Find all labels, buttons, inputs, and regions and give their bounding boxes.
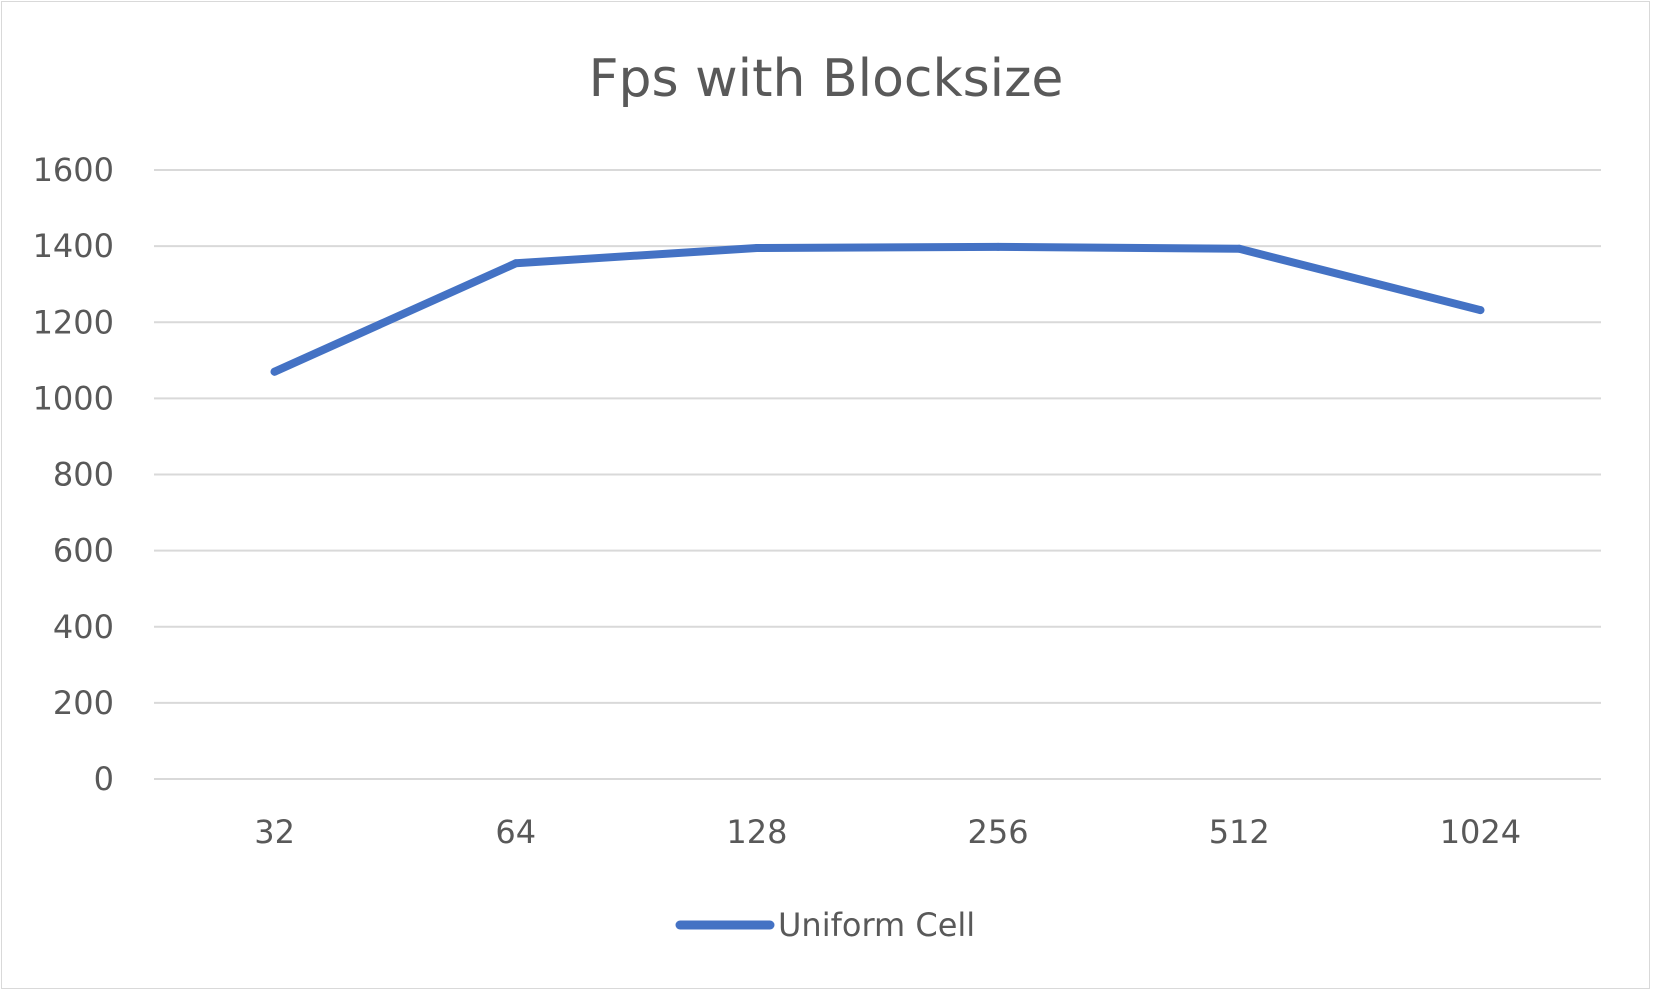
y-tick-label: 200 bbox=[53, 684, 114, 722]
y-tick-label: 1400 bbox=[33, 227, 114, 265]
x-tick-label: 32 bbox=[254, 813, 295, 851]
data-point bbox=[511, 259, 520, 268]
y-tick-label: 0 bbox=[94, 760, 114, 798]
y-tick-label: 1200 bbox=[33, 303, 114, 341]
y-tick-label: 1000 bbox=[33, 379, 114, 417]
chart-title: Fps with Blocksize bbox=[589, 49, 1064, 109]
x-tick-label: 128 bbox=[726, 813, 787, 851]
legend-label-uniform-cell: Uniform Cell bbox=[778, 906, 975, 944]
gridlines bbox=[154, 169, 1601, 780]
data-point bbox=[270, 367, 279, 376]
x-axis-ticks: 32 64 128 256 512 1024 bbox=[254, 813, 1521, 851]
y-axis-ticks: 0 200 400 600 800 1000 1200 1400 1600 bbox=[33, 151, 114, 798]
y-tick-label: 600 bbox=[53, 532, 114, 570]
x-tick-label: 512 bbox=[1209, 813, 1270, 851]
data-point bbox=[752, 244, 761, 253]
y-tick-label: 800 bbox=[53, 456, 114, 494]
series-layer bbox=[270, 242, 1485, 376]
y-tick-label: 400 bbox=[53, 608, 114, 646]
x-tick-label: 1024 bbox=[1440, 813, 1521, 851]
x-tick-label: 256 bbox=[968, 813, 1029, 851]
legend: Uniform Cell bbox=[675, 906, 975, 944]
x-tick-label: 64 bbox=[495, 813, 536, 851]
y-tick-label: 1600 bbox=[33, 151, 114, 189]
series-line-uniform-cell bbox=[270, 242, 1485, 376]
data-point bbox=[1476, 306, 1485, 315]
data-point bbox=[1235, 244, 1244, 253]
data-point bbox=[994, 242, 1003, 251]
